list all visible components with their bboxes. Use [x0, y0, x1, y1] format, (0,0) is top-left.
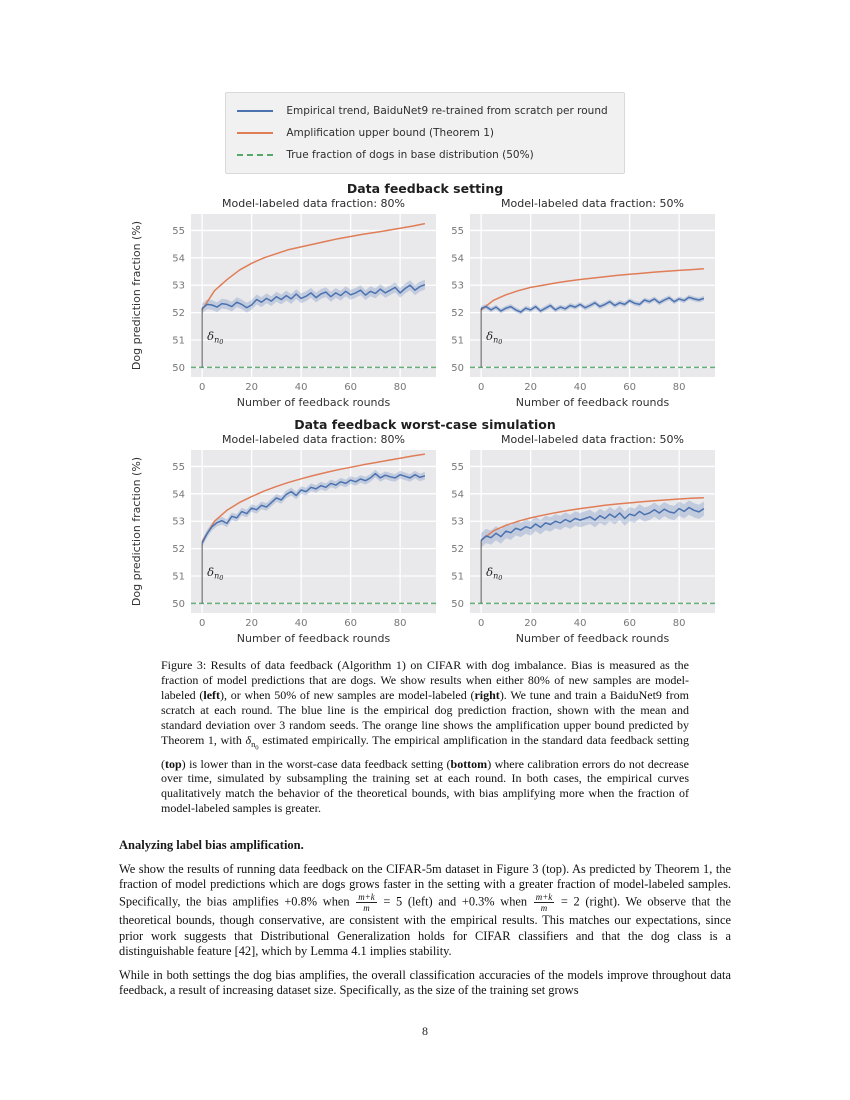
figure-3: Empirical trend, BaiduNet9 re-trained fr…	[0, 92, 850, 646]
legend-item: Amplification upper bound (Theorem 1)	[237, 122, 607, 144]
svg-text:52: 52	[172, 308, 185, 319]
legend-label: Amplification upper bound (Theorem 1)	[286, 127, 494, 139]
svg-text:Number of feedback rounds: Number of feedback rounds	[516, 632, 670, 645]
svg-text:40: 40	[295, 618, 308, 629]
svg-text:51: 51	[172, 336, 185, 347]
svg-text:52: 52	[451, 308, 464, 319]
svg-text:55: 55	[451, 462, 464, 473]
orange-line-icon	[237, 132, 274, 134]
svg-text:40: 40	[574, 382, 587, 393]
svg-text:50: 50	[451, 363, 464, 374]
legend-item: Empirical trend, BaiduNet9 re-trained fr…	[237, 100, 608, 122]
svg-text:40: 40	[574, 618, 587, 629]
svg-text:Dog prediction fraction (%): Dog prediction fraction (%)	[130, 457, 143, 606]
svg-text:Model-labeled data fraction: 8: Model-labeled data fraction: 80%	[222, 197, 405, 210]
legend-label: True fraction of dogs in base distributi…	[286, 149, 534, 161]
svg-text:54: 54	[451, 253, 464, 264]
svg-text:53: 53	[451, 517, 464, 528]
svg-text:80: 80	[394, 618, 407, 629]
svg-text:54: 54	[172, 253, 185, 264]
svg-text:52: 52	[451, 544, 464, 555]
blue-line-icon	[237, 110, 274, 112]
group-title-data-feedback: Data feedback setting	[346, 181, 504, 196]
svg-text:60: 60	[344, 382, 357, 393]
svg-text:52: 52	[172, 544, 185, 555]
svg-text:51: 51	[451, 572, 464, 583]
svg-text:60: 60	[344, 618, 357, 629]
figure-caption: Figure 3: Results of data feedback (Algo…	[161, 658, 689, 816]
svg-text:50: 50	[451, 599, 464, 610]
svg-text:80: 80	[394, 382, 407, 393]
svg-text:Model-labeled data fraction: 5: Model-labeled data fraction: 50%	[501, 197, 684, 210]
group-title-worst-case: Data feedback worst-case simulation	[294, 417, 556, 432]
svg-text:50: 50	[172, 599, 185, 610]
svg-text:20: 20	[524, 618, 537, 629]
svg-text:53: 53	[451, 281, 464, 292]
paragraph: While in both settings the dog bias ampl…	[119, 967, 731, 998]
green-dashed-line-icon	[237, 154, 274, 156]
legend-label: Empirical trend, BaiduNet9 re-trained fr…	[286, 105, 608, 117]
svg-text:80: 80	[673, 618, 686, 629]
body-column: Analyzing label bias amplification. We s…	[119, 838, 731, 998]
svg-text:55: 55	[172, 462, 185, 473]
svg-text:55: 55	[172, 226, 185, 237]
svg-text:Number of feedback rounds: Number of feedback rounds	[516, 396, 670, 409]
svg-text:51: 51	[172, 572, 185, 583]
svg-text:20: 20	[524, 382, 537, 393]
charts-row-top: 50 51 52 53 54 55 0 20 40 60 80 δn0 Model-labeled da…	[0, 196, 850, 410]
svg-text:80: 80	[673, 382, 686, 393]
svg-text:54: 54	[172, 489, 185, 500]
svg-text:50: 50	[172, 363, 185, 374]
svg-text:51: 51	[451, 336, 464, 347]
svg-text:53: 53	[172, 517, 185, 528]
svg-text:60: 60	[623, 618, 636, 629]
svg-text:60: 60	[623, 382, 636, 393]
svg-text:53: 53	[172, 281, 185, 292]
figure-legend: Empirical trend, BaiduNet9 re-trained fr…	[225, 92, 625, 174]
svg-text:Model-labeled data fraction: 8: Model-labeled data fraction: 80%	[222, 433, 405, 446]
svg-text:Number of feedback rounds: Number of feedback rounds	[237, 396, 391, 409]
svg-text:0: 0	[199, 618, 205, 629]
svg-text:20: 20	[245, 382, 258, 393]
charts-row-bottom: 50 51 52 53 54 55 0 20 40 60 80 δn0 Model-labeled da…	[0, 432, 850, 646]
svg-text:Model-labeled data fraction: 5: Model-labeled data fraction: 50%	[501, 433, 684, 446]
svg-text:0: 0	[478, 618, 484, 629]
svg-text:0: 0	[199, 382, 205, 393]
svg-text:20: 20	[245, 618, 258, 629]
svg-text:0: 0	[478, 382, 484, 393]
svg-text:55: 55	[451, 226, 464, 237]
paragraph: We show the results of running data feed…	[119, 862, 731, 958]
page-number: 8	[422, 1024, 428, 1039]
svg-text:Number of feedback rounds: Number of feedback rounds	[237, 632, 391, 645]
svg-text:54: 54	[451, 489, 464, 500]
svg-text:40: 40	[295, 382, 308, 393]
legend-item: True fraction of dogs in base distributi…	[237, 144, 607, 166]
svg-text:Dog prediction fraction (%): Dog prediction fraction (%)	[130, 221, 143, 370]
section-heading: Analyzing label bias amplification.	[119, 838, 304, 853]
